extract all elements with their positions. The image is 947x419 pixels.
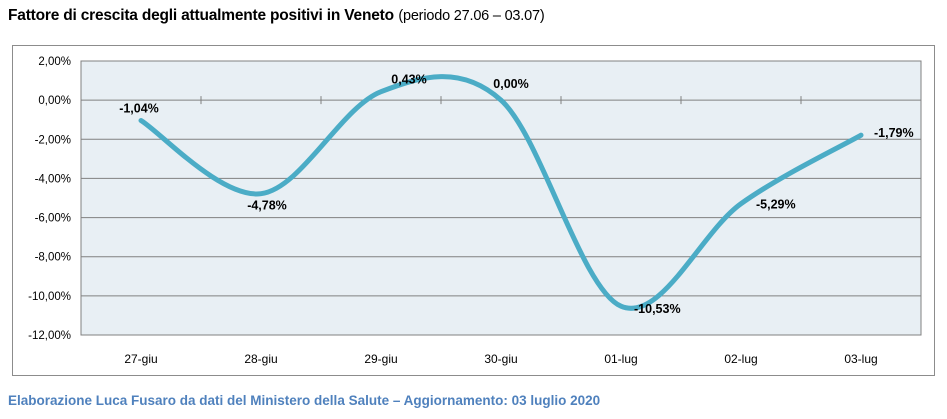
data-label: -4,78% — [247, 199, 287, 213]
x-tick-label: 03-lug — [844, 352, 877, 366]
y-tick-label: -6,00% — [35, 213, 71, 225]
y-tick-label: -12,00% — [28, 330, 71, 342]
y-tick-label: 0,00% — [38, 95, 71, 107]
x-tick-label: 28-giu — [244, 352, 277, 366]
data-label: -1,04% — [119, 101, 159, 115]
y-tick-label: 2,00% — [38, 56, 71, 68]
data-label: 0,00% — [493, 77, 528, 91]
x-tick-label: 29-giu — [364, 352, 397, 366]
footer-text: Elaborazione Luca Fusaro da dati del Min… — [8, 393, 601, 408]
data-label: -1,79% — [874, 126, 914, 140]
chart-title-main: Fattore di crescita degli attualmente po… — [8, 7, 394, 24]
x-tick-label: 27-giu — [124, 352, 157, 366]
chart-frame: 2,00% 0,00% -2,00% -4,00% -6,00% -8,00% -10,00… — [12, 45, 935, 376]
chart-title-period: (periodo 27.06 – 03.07) — [398, 8, 545, 24]
x-tick-label: 02-lug — [724, 352, 757, 366]
data-label: 0,43% — [391, 73, 426, 87]
y-tick-label: -8,00% — [35, 252, 71, 264]
plot-area — [80, 60, 922, 336]
chart-canvas: 2,00% 0,00% -2,00% -4,00% -6,00% -8,00% -10,00… — [28, 56, 922, 366]
data-label: -10,53% — [634, 302, 681, 316]
chart-title: Fattore di crescita degli attualmente po… — [8, 7, 545, 25]
series-line — [138, 74, 864, 311]
y-tick-label: -2,00% — [35, 134, 71, 146]
y-tick-label: -10,00% — [28, 291, 71, 303]
x-tick-label: 30-giu — [484, 352, 517, 366]
data-label: -5,29% — [756, 198, 796, 212]
y-tick-label: -4,00% — [35, 173, 71, 185]
x-tick-label: 01-lug — [604, 352, 637, 366]
